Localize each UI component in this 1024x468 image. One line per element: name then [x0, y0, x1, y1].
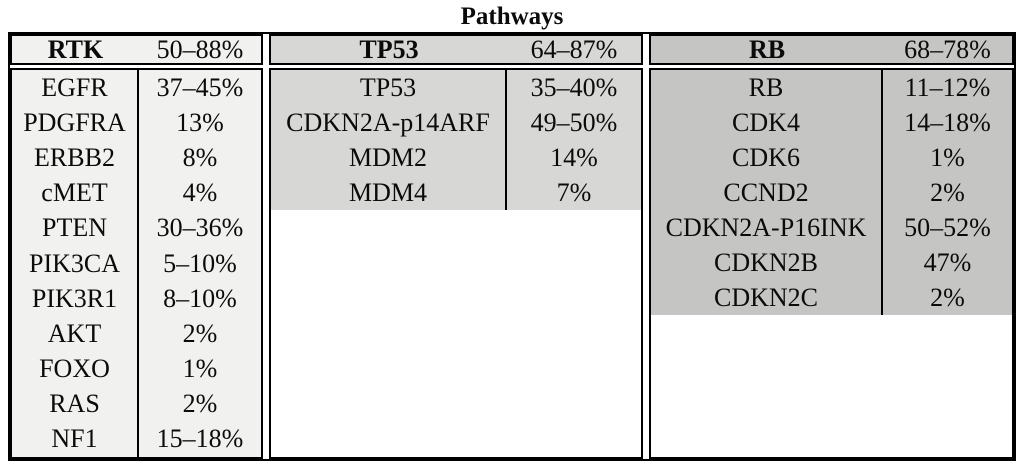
gene-name-cell: TP53 [271, 70, 507, 105]
rb-gene-table: RB 11–12% CDK4 14–18% CDK6 1% CCND2 2% C… [649, 68, 1014, 459]
gene-name-cell: CCND2 [651, 175, 883, 210]
table-row: EGFR 37–45% [12, 70, 261, 106]
gene-pct-cell: 4% [182, 178, 218, 208]
gene-pct-cell: 1% [930, 142, 965, 172]
rb-pathway-name: RB [748, 34, 786, 64]
table-row: CDK4 14–18% [651, 105, 1012, 140]
gene-name-cell: PIK3R1 [12, 281, 139, 317]
gene-name-cell: CDKN2B [651, 245, 883, 280]
gene-name-cell: RB [651, 70, 883, 105]
gene-name-cell: NF1 [12, 421, 139, 457]
table-row: CCND2 2% [651, 175, 1012, 210]
gene-name-cell: MDM4 [271, 175, 507, 210]
table-row: cMET 4% [12, 175, 261, 211]
pathway-section-rb: RB 68–78% RB 11–12% CDK4 14–18% CDK6 1% … [649, 34, 1014, 459]
gene-pct-cell: 13% [176, 107, 224, 137]
table-row: PTEN 30–36% [12, 210, 261, 246]
gene-pct-cell: 49–50% [530, 107, 618, 137]
gene-pct-cell: 8% [182, 142, 218, 172]
table-row: PDGFRA 13% [12, 105, 261, 141]
gene-name-cell: EGFR [12, 70, 139, 106]
table-row: PIK3R1 8–10% [12, 281, 261, 317]
tp53-header-row: TP53 64–87% [269, 34, 643, 65]
gene-pct-cell: 47% [923, 247, 972, 277]
gene-pct-cell: 8–10% [163, 283, 237, 313]
gene-pct-cell: 2% [930, 177, 965, 207]
tp53-pathway-name: TP53 [359, 34, 419, 64]
gene-name-cell: CDKN2C [651, 280, 883, 315]
gene-pct-cell: 7% [556, 177, 592, 207]
gene-pct-cell: 15–18% [156, 424, 244, 454]
table-row: CDKN2A-P16INK 50–52% [651, 210, 1012, 245]
table-row: CDKN2A-p14ARF 49–50% [271, 105, 641, 140]
table-row: RAS 2% [12, 386, 261, 422]
gene-name-cell: MDM2 [271, 140, 507, 175]
gene-name-cell: AKT [12, 316, 139, 352]
rtk-gene-table: EGFR 37–45% PDGFRA 13% ERBB2 8% cMET 4% … [10, 68, 263, 459]
table-row: CDKN2B 47% [651, 245, 1012, 280]
gene-pct-cell: 5–10% [163, 248, 237, 278]
gene-pct-cell: 30–36% [156, 213, 244, 243]
gene-name-cell: CDK4 [651, 105, 883, 140]
gene-pct-cell: 35–40% [530, 72, 618, 102]
figure-title: Pathways [460, 3, 564, 30]
table-row: NF1 15–18% [12, 421, 261, 457]
tp53-pathway-range: 64–87% [530, 34, 618, 64]
tp53-gene-rows: TP53 35–40% CDKN2A-p14ARF 49–50% MDM2 14… [271, 70, 641, 210]
table-row: MDM4 7% [271, 175, 641, 210]
gene-name-cell: PDGFRA [12, 105, 139, 141]
pathway-section-tp53: TP53 64–87% TP53 35–40% CDKN2A-p14ARF 49… [269, 34, 643, 459]
table-row: TP53 35–40% [271, 70, 641, 105]
gene-pct-cell: 2% [930, 282, 965, 312]
gene-pct-cell: 50–52% [904, 212, 991, 242]
rb-gene-rows: RB 11–12% CDK4 14–18% CDK6 1% CCND2 2% C… [651, 70, 1012, 315]
gene-name-cell: CDKN2A-p14ARF [271, 105, 507, 140]
gene-pct-cell: 2% [182, 389, 218, 419]
table-row: CDKN2C 2% [651, 280, 1012, 315]
table-row: AKT 2% [12, 316, 261, 352]
gene-name-cell: FOXO [12, 351, 139, 387]
gene-pct-cell: 14–18% [904, 107, 991, 137]
rtk-pathway-name: RTK [47, 34, 104, 64]
table-row: PIK3CA 5–10% [12, 245, 261, 282]
table-row: RB 11–12% [651, 70, 1012, 105]
gene-pct-cell: 2% [182, 318, 218, 348]
gene-name-cell: PIK3CA [12, 245, 139, 282]
table-row: FOXO 1% [12, 351, 261, 387]
gene-name-cell: PTEN [12, 210, 139, 246]
gene-pct-cell: 1% [182, 354, 218, 384]
gene-name-cell: ERBB2 [12, 140, 139, 176]
gene-pct-cell: 37–45% [156, 72, 244, 102]
rtk-pathway-range: 50–88% [156, 34, 244, 64]
gene-name-cell: cMET [12, 175, 139, 211]
gene-name-cell: CDK6 [651, 140, 883, 175]
rtk-gene-rows: EGFR 37–45% PDGFRA 13% ERBB2 8% cMET 4% … [12, 70, 261, 457]
rb-pathway-range: 68–78% [904, 34, 991, 64]
gene-pct-cell: 14% [550, 142, 598, 172]
tp53-gene-table: TP53 35–40% CDKN2A-p14ARF 49–50% MDM2 14… [269, 68, 643, 459]
table-row: MDM2 14% [271, 140, 641, 175]
gene-name-cell: CDKN2A-P16INK [651, 210, 883, 245]
rtk-header-row: RTK 50–88% [10, 34, 263, 65]
gene-name-cell: RAS [12, 386, 139, 422]
table-row: CDK6 1% [651, 140, 1012, 175]
rb-header-row: RB 68–78% [649, 34, 1014, 65]
table-row: ERBB2 8% [12, 140, 261, 176]
gene-pct-cell: 11–12% [904, 72, 991, 102]
pathways-table: RTK 50–88% EGFR 37–45% PDGFRA 13% ERBB2 … [8, 32, 1016, 461]
pathway-section-rtk: RTK 50–88% EGFR 37–45% PDGFRA 13% ERBB2 … [10, 34, 263, 459]
